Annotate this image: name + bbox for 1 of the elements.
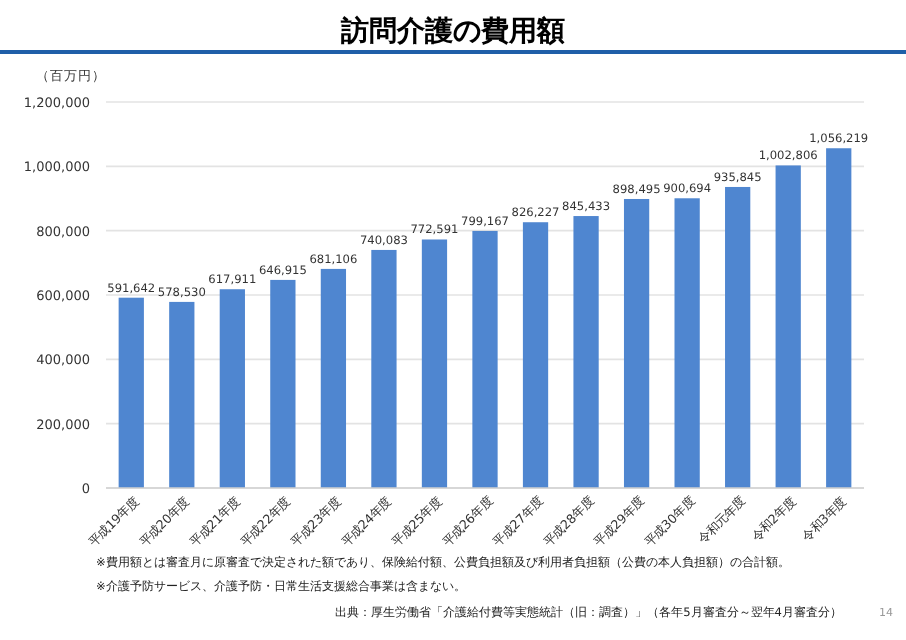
title: 訪問介護の費用額	[341, 16, 565, 48]
